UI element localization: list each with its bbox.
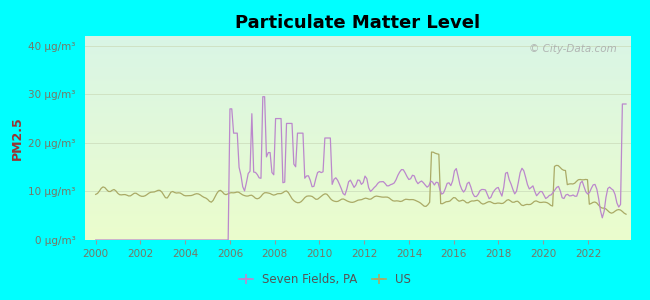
Legend: Seven Fields, PA, US: Seven Fields, PA, US (234, 269, 416, 291)
Title: Particulate Matter Level: Particulate Matter Level (235, 14, 480, 32)
Text: © City-Data.com: © City-Data.com (529, 44, 617, 54)
Y-axis label: PM2.5: PM2.5 (11, 116, 24, 160)
